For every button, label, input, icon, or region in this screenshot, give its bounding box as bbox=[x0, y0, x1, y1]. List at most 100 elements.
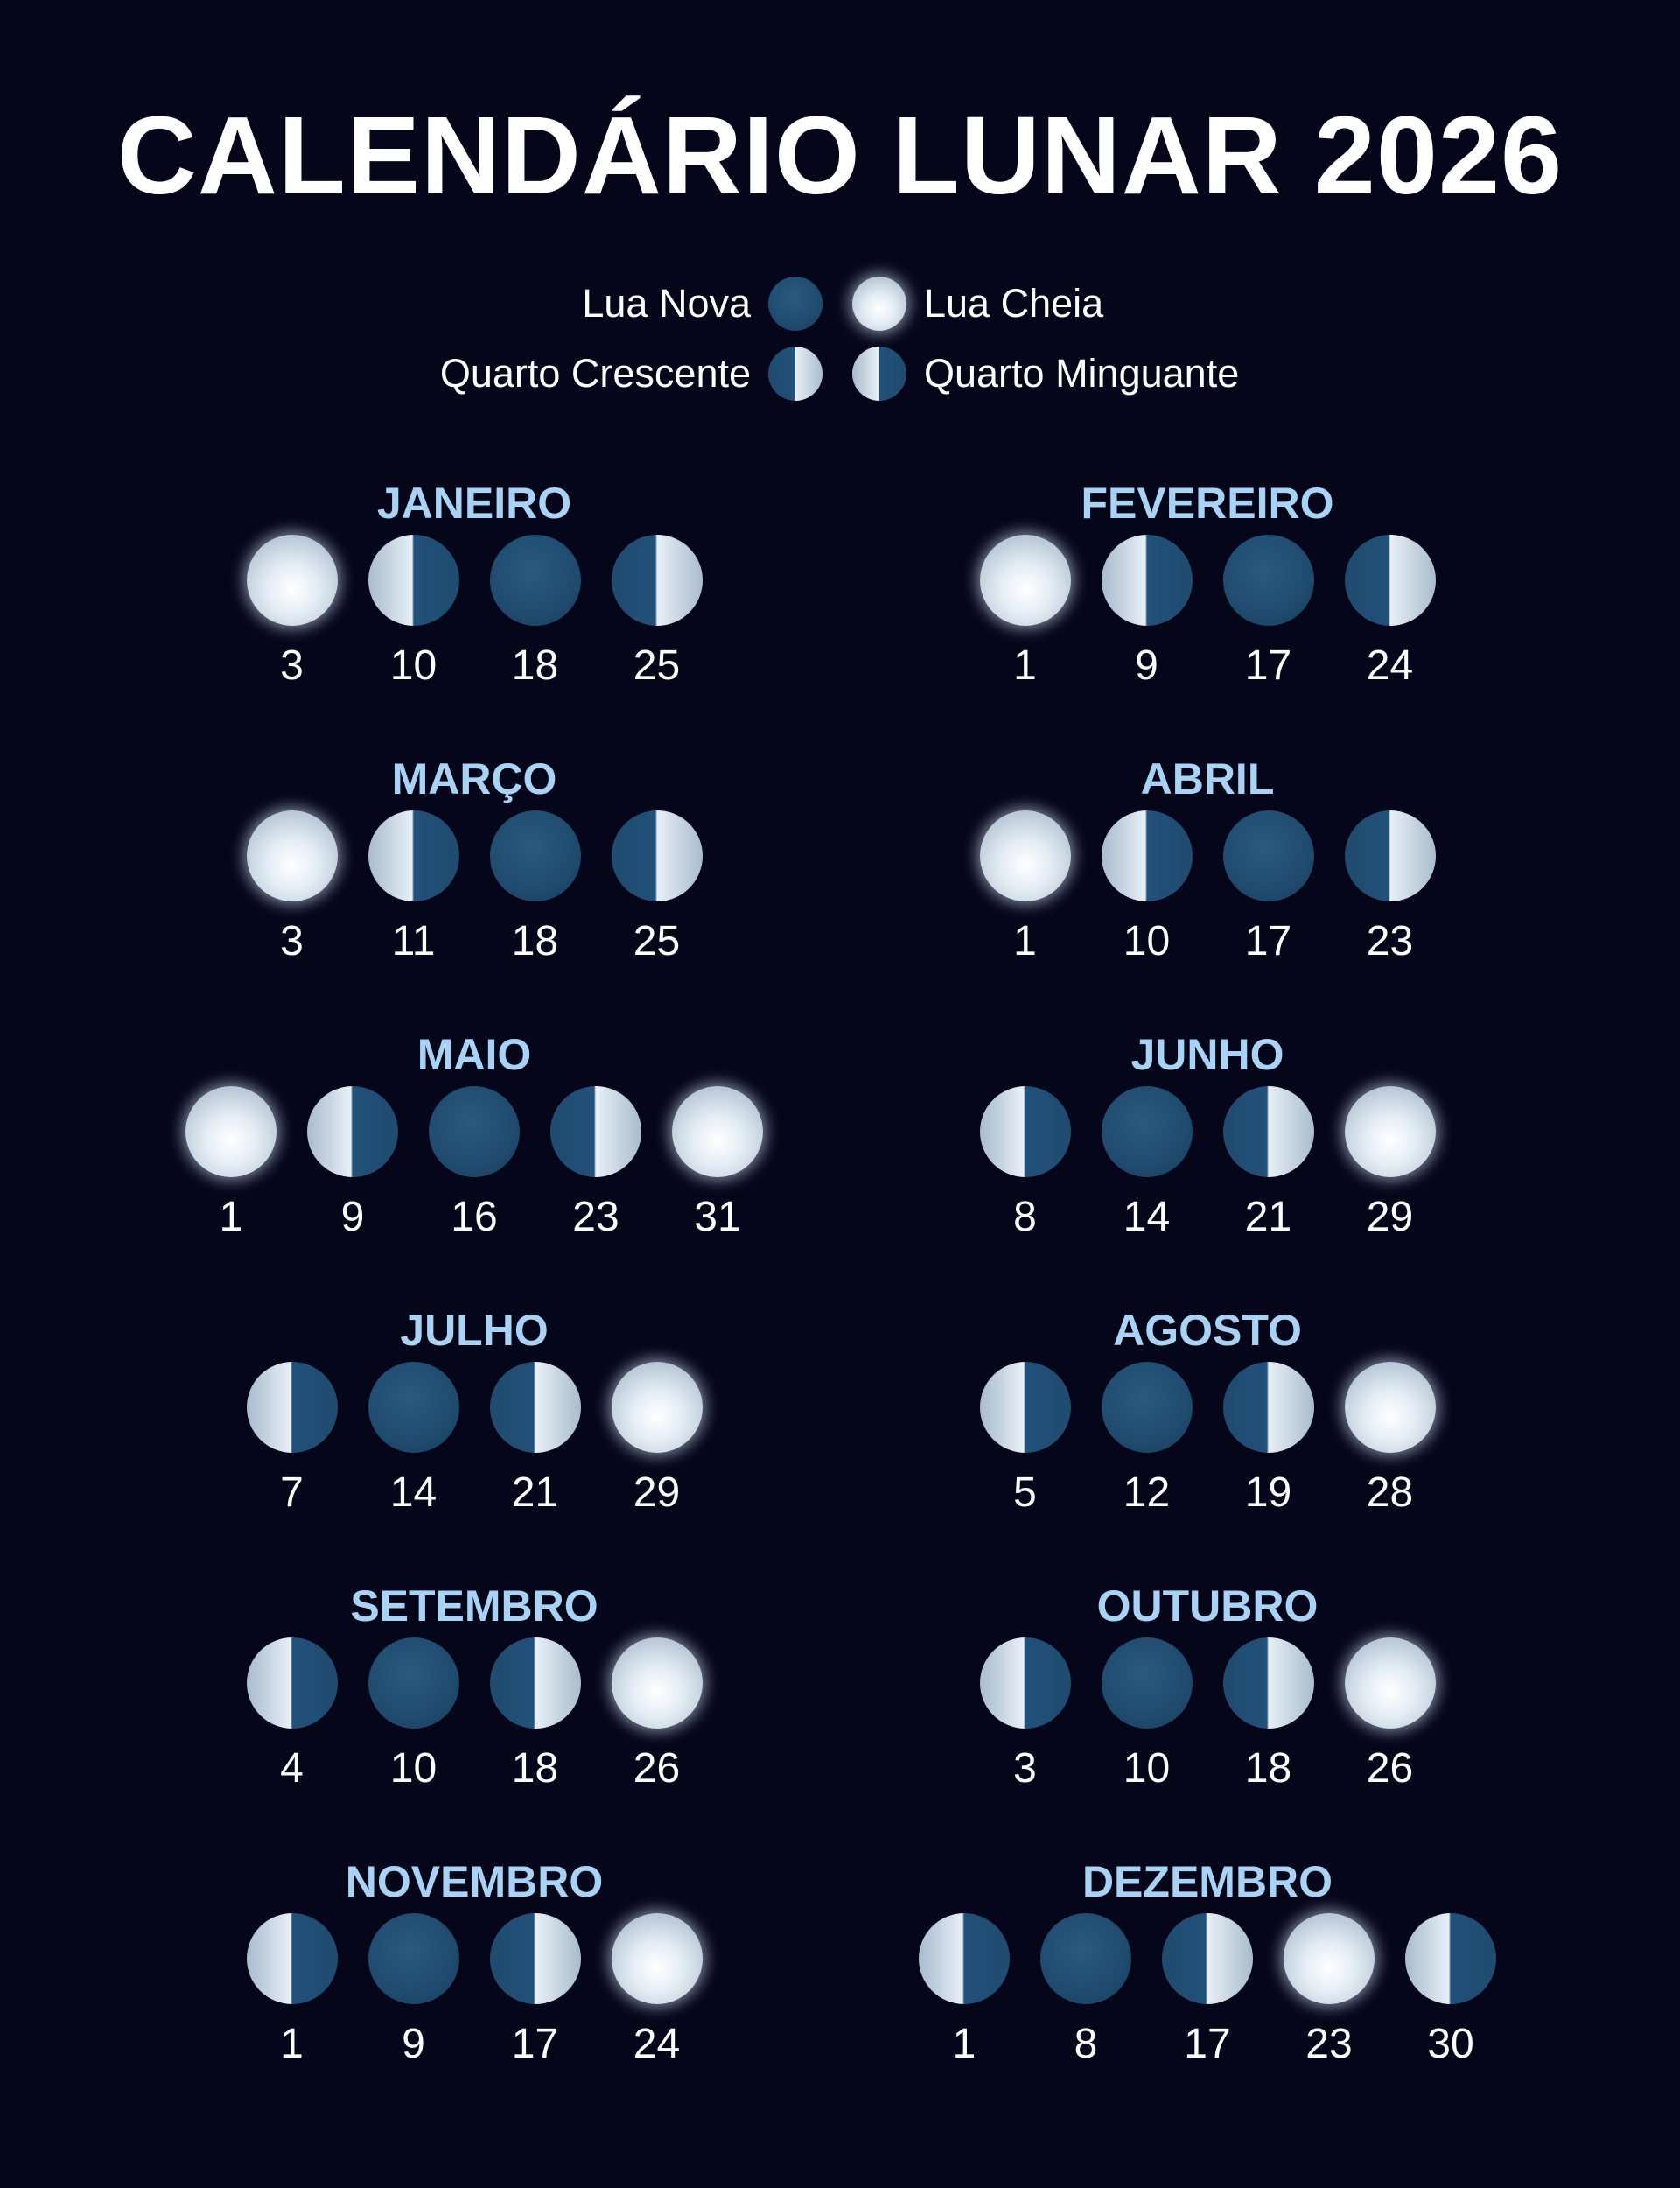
last-quarter-moon-icon bbox=[246, 1362, 338, 1453]
legend-last-label: Quarto Minguante bbox=[924, 351, 1240, 396]
phase-day: 23 bbox=[1366, 918, 1414, 964]
phase-day: 24 bbox=[633, 2021, 681, 2067]
month-4: ABRIL 1 10 17 23 bbox=[788, 753, 1628, 1028]
first-quarter-moon-icon bbox=[1222, 1362, 1314, 1453]
last-quarter-moon-icon bbox=[852, 347, 906, 401]
last-quarter-moon-icon bbox=[979, 1637, 1071, 1729]
full-moon-icon bbox=[246, 810, 338, 901]
phase-day: 28 bbox=[1366, 1469, 1414, 1516]
last-quarter-moon-icon bbox=[1405, 1913, 1496, 2004]
month-1: JANEIRO 3 10 18 25 bbox=[54, 477, 894, 753]
first-quarter-moon-icon bbox=[1344, 535, 1436, 626]
moon-phase-item: 17 bbox=[1216, 810, 1321, 985]
phase-day: 9 bbox=[402, 2021, 425, 2067]
new-moon-icon bbox=[1101, 1086, 1193, 1177]
moon-phase-item: 1 bbox=[912, 1913, 1017, 2088]
moon-phase-item: 3 bbox=[240, 535, 345, 710]
month-name: JANEIRO bbox=[376, 479, 572, 528]
full-moon-icon bbox=[186, 1086, 276, 1177]
moon-phase-item: 30 bbox=[1398, 1913, 1503, 2088]
month-8: AGOSTO 5 12 19 28 bbox=[788, 1304, 1628, 1580]
month-2: FEVEREIRO 1 9 17 24 bbox=[788, 477, 1628, 753]
month-name: MARÇO bbox=[391, 754, 557, 803]
phase-day: 9 bbox=[1135, 642, 1158, 689]
month-name: ABRIL bbox=[1140, 754, 1275, 803]
moon-phase-item: 3 bbox=[973, 1637, 1078, 1813]
phase-day: 18 bbox=[511, 1745, 559, 1792]
moon-phase-item: 18 bbox=[1216, 1637, 1321, 1813]
phase-day: 14 bbox=[1123, 1194, 1171, 1240]
month-name: FEVEREIRO bbox=[1081, 479, 1334, 528]
phase-day: 26 bbox=[633, 1745, 681, 1792]
moon-phase-item: 21 bbox=[483, 1362, 588, 1537]
phase-day: 17 bbox=[1244, 918, 1292, 964]
phase-day: 11 bbox=[391, 918, 436, 964]
first-quarter-moon-icon bbox=[550, 1086, 641, 1177]
month-5: MAIO 1 9 16 23 31 bbox=[54, 1028, 894, 1304]
full-moon-icon bbox=[979, 810, 1071, 901]
moon-phase-item: 29 bbox=[605, 1362, 710, 1537]
first-quarter-moon-icon bbox=[768, 347, 822, 401]
month-6: JUNHO 8 14 21 29 bbox=[788, 1028, 1628, 1304]
moon-phase-item: 17 bbox=[1155, 1913, 1260, 2088]
first-quarter-moon-icon bbox=[489, 1362, 581, 1453]
phase-day: 17 bbox=[511, 2021, 559, 2067]
first-quarter-moon-icon bbox=[1222, 1637, 1314, 1729]
new-moon-icon bbox=[1101, 1362, 1193, 1453]
phase-day: 12 bbox=[1123, 1469, 1171, 1516]
phase-day: 3 bbox=[1013, 1745, 1037, 1792]
phase-day: 4 bbox=[280, 1745, 304, 1792]
month-name: JUNHO bbox=[1130, 1030, 1284, 1079]
last-quarter-moon-icon bbox=[246, 1637, 338, 1729]
legend-row-2: Quarto Crescente Quarto Minguante bbox=[0, 343, 1680, 404]
moon-phase-item: 8 bbox=[973, 1086, 1078, 1261]
full-moon-icon bbox=[611, 1637, 703, 1729]
phase-day: 14 bbox=[389, 1469, 438, 1516]
new-moon-icon bbox=[429, 1086, 520, 1177]
phase-day: 19 bbox=[1244, 1469, 1292, 1516]
last-quarter-moon-icon bbox=[919, 1913, 1010, 2004]
full-moon-icon bbox=[979, 535, 1071, 626]
page-title: CALENDÁRIO LUNAR 2026 bbox=[116, 94, 1564, 217]
legend-first-label: Quarto Crescente bbox=[439, 351, 751, 396]
phase-day: 3 bbox=[280, 642, 304, 689]
phase-day: 21 bbox=[1244, 1194, 1292, 1240]
moon-phase-item: 26 bbox=[1338, 1637, 1443, 1813]
new-moon-icon bbox=[489, 810, 581, 901]
new-moon-icon bbox=[368, 1637, 459, 1729]
moon-phase-item: 23 bbox=[1338, 810, 1443, 985]
new-moon-icon bbox=[368, 1913, 459, 2004]
moon-phase-item: 10 bbox=[361, 1637, 466, 1813]
phase-day: 8 bbox=[1074, 2021, 1098, 2067]
full-moon-icon bbox=[1344, 1637, 1436, 1729]
last-quarter-moon-icon bbox=[368, 535, 459, 626]
new-moon-icon bbox=[768, 277, 822, 331]
phase-day: 10 bbox=[1123, 1745, 1171, 1792]
moon-phase-item: 3 bbox=[240, 810, 345, 985]
moon-phase-item: 25 bbox=[605, 535, 710, 710]
phase-day: 8 bbox=[1013, 1194, 1037, 1240]
phase-day: 7 bbox=[280, 1469, 304, 1516]
moon-phase-item: 10 bbox=[1095, 810, 1200, 985]
phase-day: 1 bbox=[219, 1194, 243, 1240]
first-quarter-moon-icon bbox=[1222, 1086, 1314, 1177]
moon-phase-item: 18 bbox=[483, 810, 588, 985]
full-moon-icon bbox=[672, 1086, 763, 1177]
moon-phase-item: 24 bbox=[1338, 535, 1443, 710]
moon-phase-item: 1 bbox=[178, 1086, 284, 1261]
legend-row-1: Lua Nova Lua Cheia bbox=[0, 273, 1680, 334]
full-moon-icon bbox=[1344, 1086, 1436, 1177]
month-name: DEZEMBRO bbox=[1082, 1857, 1334, 1906]
phase-day: 24 bbox=[1366, 642, 1414, 689]
moon-phase-item: 1 bbox=[973, 810, 1078, 985]
phase-day: 1 bbox=[280, 2021, 304, 2067]
moon-phase-item: 17 bbox=[1216, 535, 1321, 710]
moon-phase-item: 4 bbox=[240, 1637, 345, 1813]
phase-day: 25 bbox=[633, 918, 681, 964]
phase-day: 17 bbox=[1184, 2021, 1231, 2067]
phase-day: 5 bbox=[1013, 1469, 1037, 1516]
phase-day: 1 bbox=[952, 2021, 976, 2067]
moon-phase-item: 1 bbox=[973, 535, 1078, 710]
phase-day: 1 bbox=[1013, 918, 1037, 964]
full-moon-icon bbox=[852, 277, 906, 331]
